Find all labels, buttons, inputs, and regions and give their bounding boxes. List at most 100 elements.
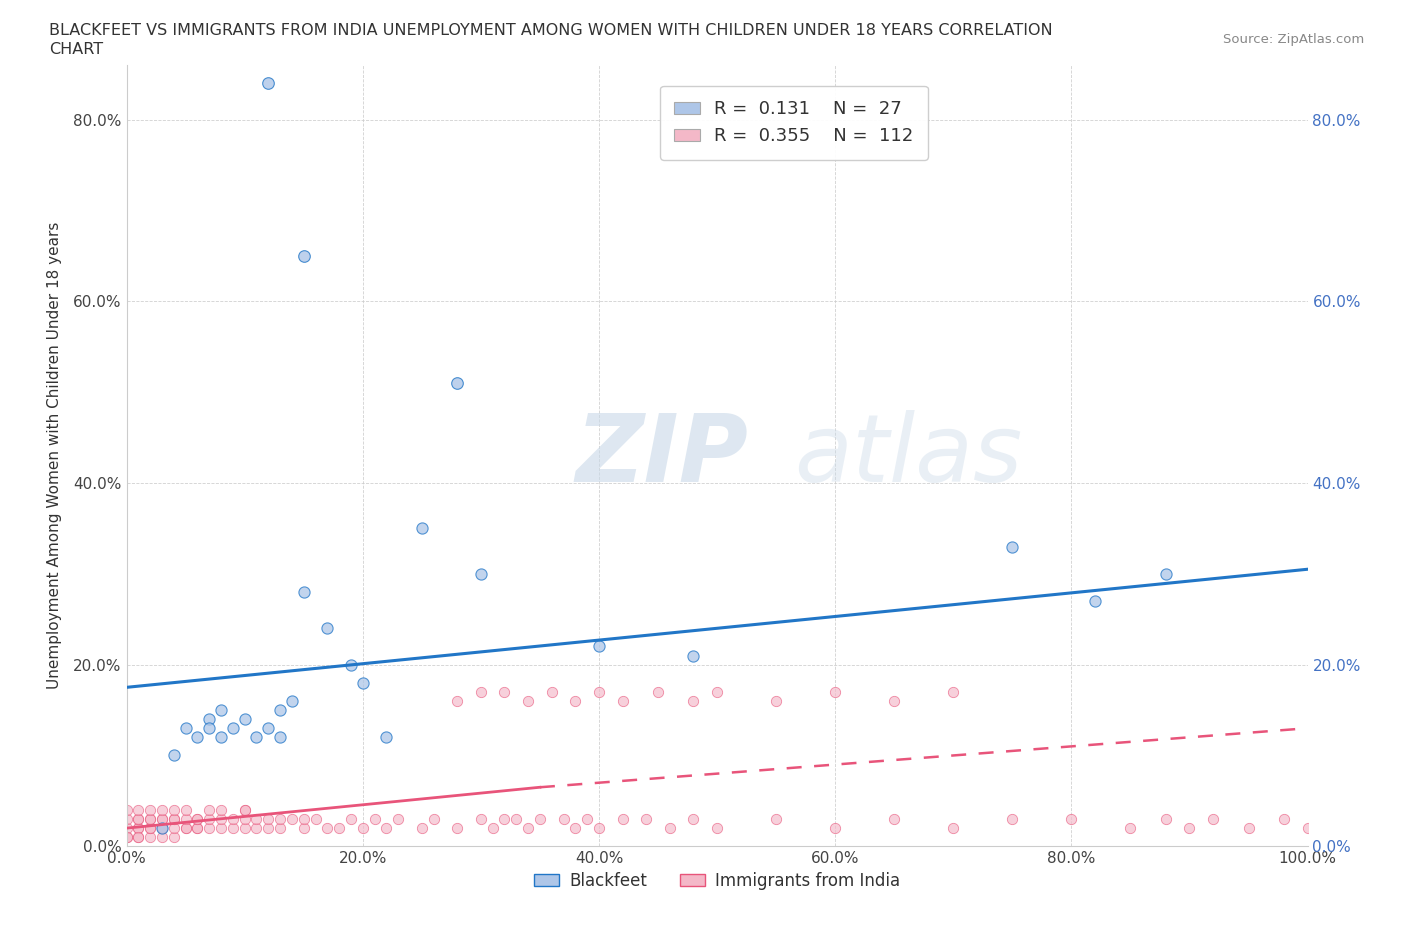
Point [186, 812, 208, 827]
Point [127, 820, 149, 835]
Point [494, 684, 516, 699]
Point [470, 684, 492, 699]
Point [446, 376, 468, 391]
Point [352, 675, 374, 690]
Point [824, 820, 846, 835]
Point [588, 639, 610, 654]
Point [1202, 812, 1225, 827]
Point [209, 702, 232, 717]
Point [209, 730, 232, 745]
Point [340, 812, 363, 827]
Point [387, 812, 409, 827]
Point [209, 803, 232, 817]
Point [1237, 820, 1260, 835]
Point [292, 820, 315, 835]
Point [257, 76, 280, 91]
Point [174, 820, 197, 835]
Point [186, 820, 208, 835]
Point [222, 820, 245, 835]
Point [186, 820, 208, 835]
Point [163, 803, 186, 817]
Point [281, 694, 304, 709]
Point [540, 684, 562, 699]
Point [257, 812, 280, 827]
Point [186, 730, 208, 745]
Point [281, 812, 304, 827]
Point [150, 812, 173, 827]
Point [375, 820, 398, 835]
Y-axis label: Unemployment Among Women with Children Under 18 years: Unemployment Among Women with Children U… [46, 222, 62, 689]
Point [233, 820, 256, 835]
Point [1296, 820, 1319, 835]
Point [163, 812, 186, 827]
Point [576, 812, 599, 827]
Point [150, 812, 173, 827]
Point [529, 812, 551, 827]
Point [883, 812, 905, 827]
Point [1001, 539, 1024, 554]
Point [481, 820, 503, 835]
Point [139, 830, 162, 844]
Point [1154, 812, 1177, 827]
Point [1084, 593, 1107, 608]
Text: ZIP: ZIP [575, 410, 748, 501]
Point [245, 820, 267, 835]
Point [505, 812, 527, 827]
Point [163, 830, 186, 844]
Point [127, 820, 149, 835]
Point [1272, 812, 1295, 827]
Point [883, 694, 905, 709]
Text: Source: ZipAtlas.com: Source: ZipAtlas.com [1223, 33, 1364, 46]
Point [1119, 820, 1142, 835]
Point [682, 812, 704, 827]
Point [222, 812, 245, 827]
Point [1060, 812, 1083, 827]
Point [517, 820, 540, 835]
Point [517, 694, 540, 709]
Point [363, 812, 385, 827]
Point [269, 702, 291, 717]
Point [198, 812, 221, 827]
Point [765, 694, 787, 709]
Point [127, 812, 149, 827]
Point [257, 820, 280, 835]
Point [127, 803, 149, 817]
Point [174, 812, 197, 827]
Point [198, 803, 221, 817]
Point [115, 812, 138, 827]
Point [1154, 566, 1177, 581]
Point [233, 803, 256, 817]
Point [269, 730, 291, 745]
Point [233, 803, 256, 817]
Point [1178, 820, 1201, 835]
Point [127, 812, 149, 827]
Point [186, 812, 208, 827]
Point [150, 820, 173, 835]
Point [612, 694, 634, 709]
Point [564, 694, 586, 709]
Point [682, 648, 704, 663]
Point [209, 820, 232, 835]
Point [1001, 812, 1024, 827]
Point [292, 812, 315, 827]
Point [139, 820, 162, 835]
Point [174, 721, 197, 736]
Point [163, 820, 186, 835]
Point [139, 812, 162, 827]
Point [564, 820, 586, 835]
Point [198, 711, 221, 726]
Point [706, 820, 728, 835]
Point [470, 812, 492, 827]
Point [494, 812, 516, 827]
Point [942, 684, 965, 699]
Point [233, 711, 256, 726]
Point [328, 820, 350, 835]
Point [222, 721, 245, 736]
Point [411, 521, 433, 536]
Point [706, 684, 728, 699]
Point [163, 748, 186, 763]
Text: CHART: CHART [49, 42, 103, 57]
Point [115, 830, 138, 844]
Point [446, 694, 468, 709]
Point [316, 820, 339, 835]
